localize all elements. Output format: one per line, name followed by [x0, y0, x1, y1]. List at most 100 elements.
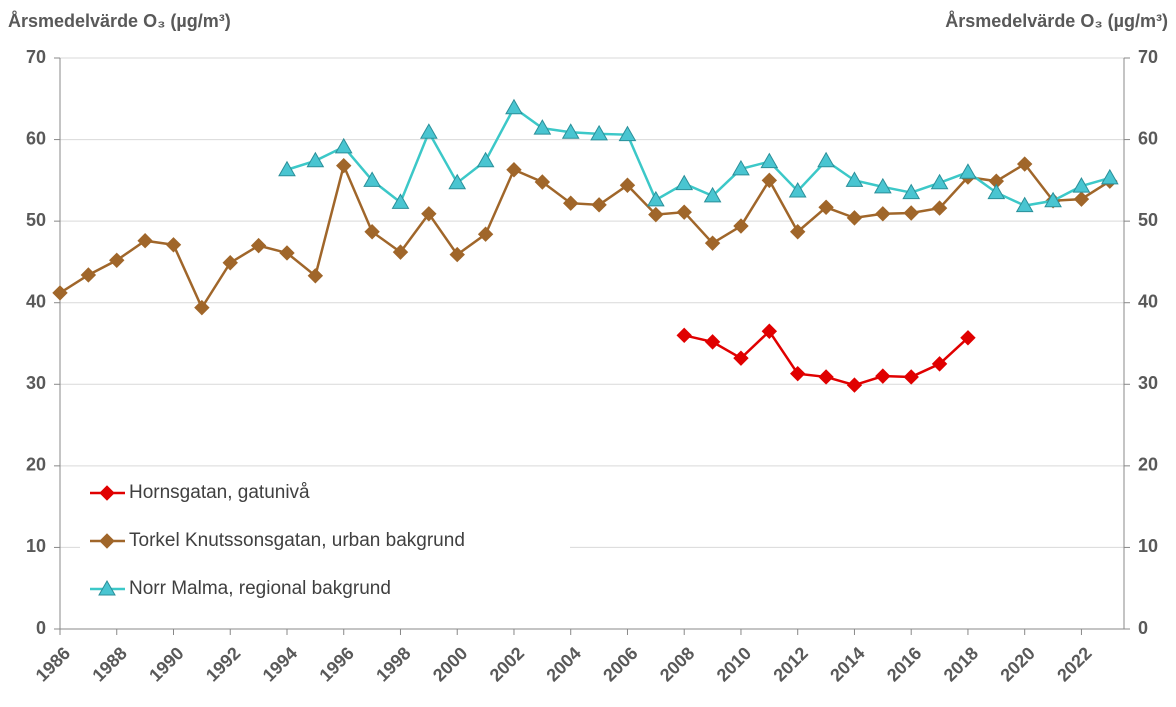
data-point: [1016, 156, 1033, 172]
data-point: [561, 123, 580, 139]
data-point: [818, 369, 834, 385]
y2-tick-label: 60: [1138, 128, 1158, 148]
data-point: [449, 246, 465, 263]
data-point: [250, 237, 267, 254]
data-point: [646, 190, 665, 207]
data-point: [419, 123, 438, 139]
data-point: [392, 244, 409, 260]
data-point: [109, 252, 125, 269]
y-tick-label: 10: [26, 536, 46, 556]
data-point: [875, 206, 891, 222]
data-point: [364, 224, 380, 240]
data-point: [818, 199, 834, 215]
data-point: [675, 174, 694, 191]
data-point: [448, 173, 467, 190]
data-point: [761, 323, 778, 339]
x-tick-label: 1996: [315, 643, 357, 685]
data-point: [1044, 191, 1062, 208]
x-tick-label: 2006: [599, 643, 641, 685]
data-point: [1100, 168, 1119, 185]
data-point: [1015, 196, 1034, 213]
y2-tick-label: 0: [1138, 618, 1148, 638]
x-tick-label: 2016: [883, 643, 925, 685]
data-point: [363, 171, 381, 187]
x-tick-label: 2018: [940, 643, 982, 685]
data-point: [704, 334, 721, 350]
y2-tick-label: 30: [1138, 373, 1158, 393]
data-point: [137, 233, 153, 249]
data-point: [676, 204, 692, 220]
legend-label: Norr Malma, regional bakgrund: [129, 578, 391, 599]
y-tick-label: 20: [26, 455, 46, 475]
data-point: [476, 151, 495, 168]
data-point: [732, 159, 750, 176]
legend-marker: [99, 533, 115, 549]
x-tick-label: 2004: [542, 643, 584, 685]
data-point: [278, 160, 296, 177]
y-tick-label: 30: [26, 373, 46, 393]
data-point: [563, 195, 579, 211]
data-point: [506, 162, 522, 178]
data-point: [279, 245, 295, 261]
data-point: [733, 350, 749, 366]
data-point: [1073, 191, 1090, 207]
x-tick-label: 2008: [656, 643, 698, 685]
data-point: [733, 218, 749, 234]
data-point: [307, 268, 324, 284]
data-point: [165, 237, 182, 253]
data-point: [959, 163, 977, 179]
x-tick-label: 1988: [88, 643, 130, 685]
data-point: [960, 330, 976, 346]
data-point: [902, 183, 921, 200]
data-point: [334, 137, 353, 154]
series-line: [286, 105, 1111, 207]
data-point: [846, 210, 863, 226]
data-point: [931, 356, 948, 372]
y-axis-title: Årsmedelvärde O₃ (µg/m³): [8, 11, 231, 31]
x-tick-label: 2012: [769, 643, 811, 685]
data-point: [817, 151, 835, 168]
x-tick-label: 1986: [32, 643, 74, 685]
data-point: [788, 181, 807, 198]
y-tick-label: 50: [26, 210, 46, 230]
data-point: [194, 299, 210, 316]
y-tick-label: 0: [36, 618, 46, 638]
legend-label: Hornsgatan, gatunivå: [129, 482, 310, 503]
data-point: [987, 183, 1006, 200]
data-point: [222, 255, 238, 271]
data-point: [306, 151, 325, 168]
data-point: [704, 235, 721, 251]
data-point: [930, 173, 949, 190]
y2-tick-label: 20: [1138, 455, 1158, 475]
x-tick-label: 1990: [145, 643, 187, 685]
data-point: [760, 152, 779, 169]
data-point: [477, 226, 494, 242]
x-tick-label: 1994: [259, 643, 301, 685]
data-point: [533, 119, 552, 135]
data-point: [505, 98, 523, 115]
data-point: [931, 200, 948, 216]
data-point: [534, 174, 551, 190]
data-point: [591, 197, 607, 213]
y2-tick-label: 40: [1138, 291, 1158, 311]
data-point: [648, 206, 664, 223]
data-point: [618, 125, 637, 142]
x-tick-label: 2020: [996, 643, 1038, 685]
data-point: [676, 327, 692, 344]
data-point: [789, 224, 806, 240]
y2-tick-label: 50: [1138, 210, 1158, 230]
data-point: [80, 267, 97, 283]
data-point: [761, 172, 778, 189]
data-point: [619, 177, 636, 193]
data-point: [421, 206, 437, 222]
legend-background: [80, 469, 570, 617]
x-tick-label: 1992: [202, 643, 244, 685]
data-point: [875, 368, 891, 384]
y-tick-label: 60: [26, 128, 46, 148]
x-tick-label: 2000: [429, 643, 471, 685]
y-tick-label: 70: [26, 47, 46, 67]
data-point: [903, 369, 919, 385]
legend-label: Torkel Knutssonsgatan, urban bakgrund: [129, 530, 465, 551]
data-point: [845, 171, 864, 187]
